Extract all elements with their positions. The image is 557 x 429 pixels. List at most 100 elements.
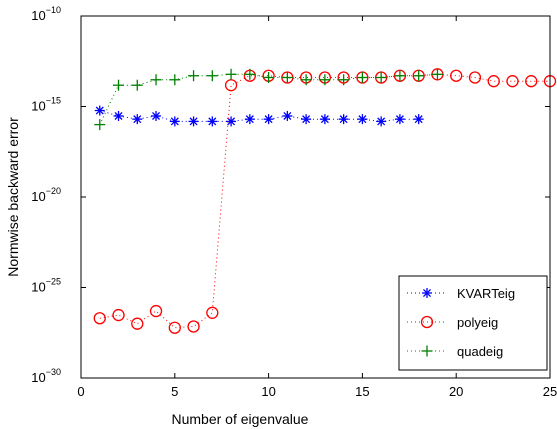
legend-label-polyeig: polyeig <box>457 315 498 330</box>
asterisk-stroke <box>95 106 104 115</box>
x-axis-label: Number of eigenvalue <box>172 411 309 427</box>
legend: KVARTeig polyeig quadeig <box>398 275 548 371</box>
data-point-kvarteig <box>319 114 330 125</box>
data-point-quadeig <box>188 70 200 82</box>
x-tick-label: 5 <box>171 384 178 399</box>
data-point-quadeig <box>375 72 387 84</box>
circle-stroke <box>187 320 200 333</box>
circle-stroke <box>112 308 125 322</box>
data-point-quadeig <box>413 70 425 82</box>
data-point-polyeig <box>206 306 219 319</box>
asterisk-stroke <box>152 111 161 120</box>
y-tick-base: 10 <box>31 280 45 295</box>
data-point-kvarteig <box>301 114 312 125</box>
asterisk-stroke <box>208 117 217 126</box>
asterisk-stroke <box>358 115 367 124</box>
data-point-quadeig <box>206 70 218 82</box>
y-tick-base: 10 <box>31 8 45 23</box>
circle-stroke <box>420 315 434 329</box>
data-point-kvarteig <box>188 116 199 127</box>
data-point-polyeig <box>112 308 125 322</box>
asterisk-stroke <box>170 117 179 126</box>
circle-stroke <box>131 317 144 330</box>
legend-marker-kvarteig <box>422 288 432 298</box>
data-point-kvarteig <box>394 114 405 125</box>
data-point-kvarteig <box>263 114 274 125</box>
data-point-quadeig <box>244 68 256 80</box>
x-tick-label: 20 <box>449 384 463 399</box>
circle-stroke <box>168 321 181 334</box>
y-tick-label: 10−20 <box>31 186 61 204</box>
data-point-polyeig <box>506 75 519 88</box>
data-point-polyeig <box>450 69 463 82</box>
data-point-polyeig <box>187 320 200 333</box>
data-point-polyeig <box>93 312 106 325</box>
data-point-polyeig <box>224 79 238 92</box>
asterisk-stroke <box>245 115 254 124</box>
y-tick-base: 10 <box>31 99 45 114</box>
data-point-kvarteig <box>282 110 293 121</box>
circle-stroke <box>506 75 519 88</box>
circle-stroke <box>525 75 538 88</box>
legend-marker-polyeig <box>420 315 434 329</box>
data-point-quadeig <box>150 74 162 86</box>
legend-label-quadeig: quadeig <box>457 344 503 359</box>
y-axis-label: Normwise backward error <box>5 117 21 277</box>
data-point-polyeig <box>168 321 181 334</box>
data-point-kvarteig <box>413 114 424 125</box>
y-tick-label: 10−15 <box>31 96 61 114</box>
circle-stroke <box>468 71 482 84</box>
data-point-kvarteig <box>338 114 349 125</box>
x-tick-label: 25 <box>543 384 557 399</box>
y-tick-label: 10−10 <box>31 5 61 23</box>
data-point-quadeig <box>169 74 181 86</box>
y-tick-label: 10−30 <box>31 367 61 385</box>
y-tick-exponent: −10 <box>46 5 61 15</box>
data-point-polyeig <box>525 75 538 88</box>
asterisk-stroke <box>264 115 273 124</box>
y-tick-exponent: −30 <box>46 367 61 377</box>
asterisk-stroke <box>189 117 198 126</box>
asterisk-stroke <box>423 289 431 297</box>
asterisk-stroke <box>395 115 404 124</box>
data-point-quadeig <box>338 74 350 86</box>
data-point-quadeig <box>225 68 237 80</box>
legend-label-kvarteig: KVARTeig <box>457 286 515 301</box>
y-tick-base: 10 <box>31 370 45 385</box>
data-point-quadeig <box>394 70 406 82</box>
circle-stroke <box>224 79 238 92</box>
data-point-quadeig <box>263 72 275 84</box>
asterisk-stroke <box>320 115 329 124</box>
asterisk-stroke <box>414 115 423 124</box>
data-point-kvarteig <box>207 116 218 127</box>
asterisk-stroke <box>133 115 142 124</box>
data-point-kvarteig <box>244 114 255 125</box>
x-tick-label: 10 <box>261 384 275 399</box>
data-point-kvarteig <box>376 116 387 127</box>
data-point-kvarteig <box>226 116 237 127</box>
data-point-polyeig <box>149 304 163 318</box>
legend-marker-quadeig <box>421 345 433 357</box>
asterisk-stroke <box>227 117 236 126</box>
data-point-quadeig <box>113 79 125 91</box>
data-point-kvarteig <box>151 110 162 121</box>
data-point-quadeig <box>319 74 331 86</box>
asterisk-stroke <box>377 117 386 126</box>
y-tick-label: 10−25 <box>31 277 61 295</box>
data-point-quadeig <box>94 119 106 131</box>
data-point-kvarteig <box>357 114 368 125</box>
data-point-quadeig <box>356 72 368 84</box>
y-tick-exponent: −15 <box>46 96 61 106</box>
data-point-quadeig <box>281 72 293 84</box>
asterisk-stroke <box>283 111 292 120</box>
asterisk-stroke <box>114 111 123 120</box>
circle-stroke <box>450 69 463 82</box>
data-point-quadeig <box>300 74 312 86</box>
y-tick-base: 10 <box>31 189 45 204</box>
y-tick-exponent: −25 <box>46 277 61 287</box>
asterisk-stroke <box>302 115 311 124</box>
data-point-polyeig <box>468 71 482 84</box>
legend-box <box>398 275 548 371</box>
